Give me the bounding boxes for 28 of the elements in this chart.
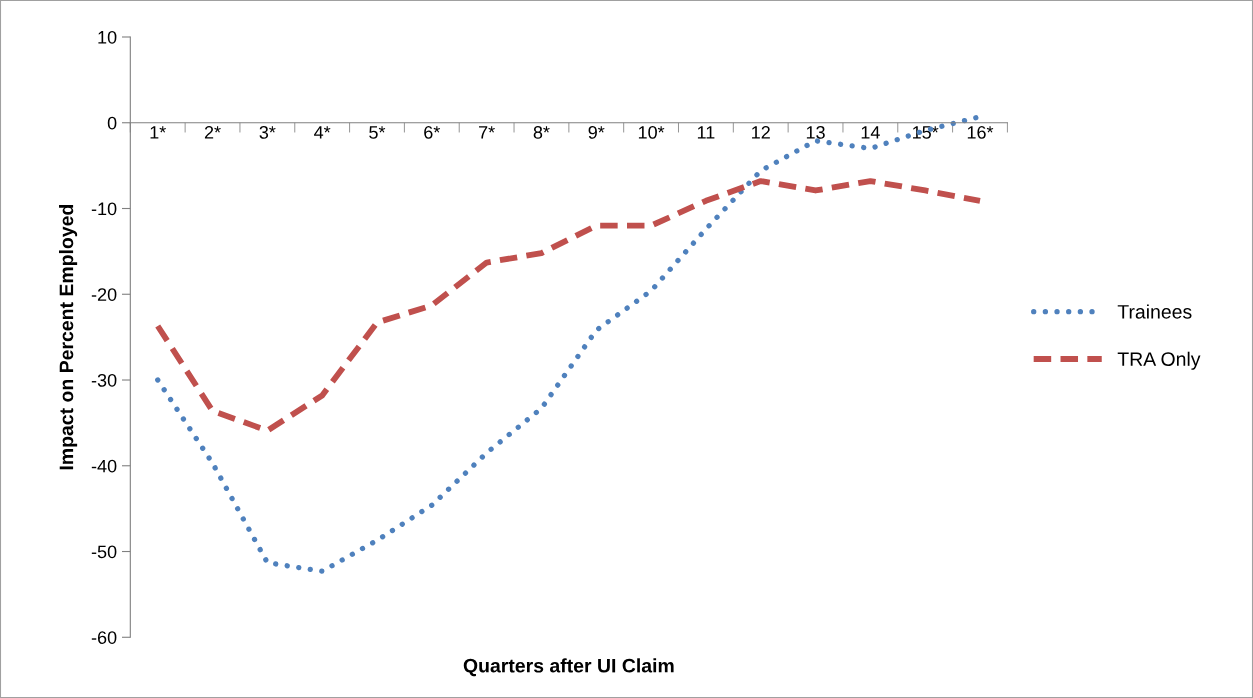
x-tick-label: 3* [259,126,276,139]
y-tick-label: 10 [98,30,117,44]
x-tick-label: 9* [588,126,605,139]
legend-label: Trainees [1117,304,1192,319]
y-tick-label: -40 [91,459,117,473]
y-tick-label: 0 [107,116,117,130]
x-tick-label: 13 [806,126,825,139]
x-tick-label: 6* [424,126,441,139]
x-tick-label: 10* [638,126,665,139]
x-tick-label: 4* [314,126,331,139]
y-tick-label: -30 [91,373,117,387]
x-tick-label: 11 [697,126,715,139]
x-axis-title: Quarters after UI Claim [463,658,674,677]
x-tick-label: 12 [752,126,770,139]
legend-label: TRA Only [1117,351,1201,370]
y-tick-label: -20 [91,288,117,301]
y-tick-label: -50 [91,545,117,559]
x-tick-label: 8* [533,126,550,139]
y-tick-label: -60 [91,631,117,644]
x-tick-label: 14 [861,126,880,139]
y-axis-title: Impact on Percent Employed [59,204,78,470]
x-tick-label: 16* [967,126,994,139]
y-tick-label: -10 [91,202,117,216]
x-tick-label: 7* [479,126,495,139]
x-tick-label: 15* [913,126,939,139]
x-tick-label: 2* [204,126,221,139]
x-tick-label: 1* [150,126,166,139]
x-tick-label: 5* [369,126,386,139]
